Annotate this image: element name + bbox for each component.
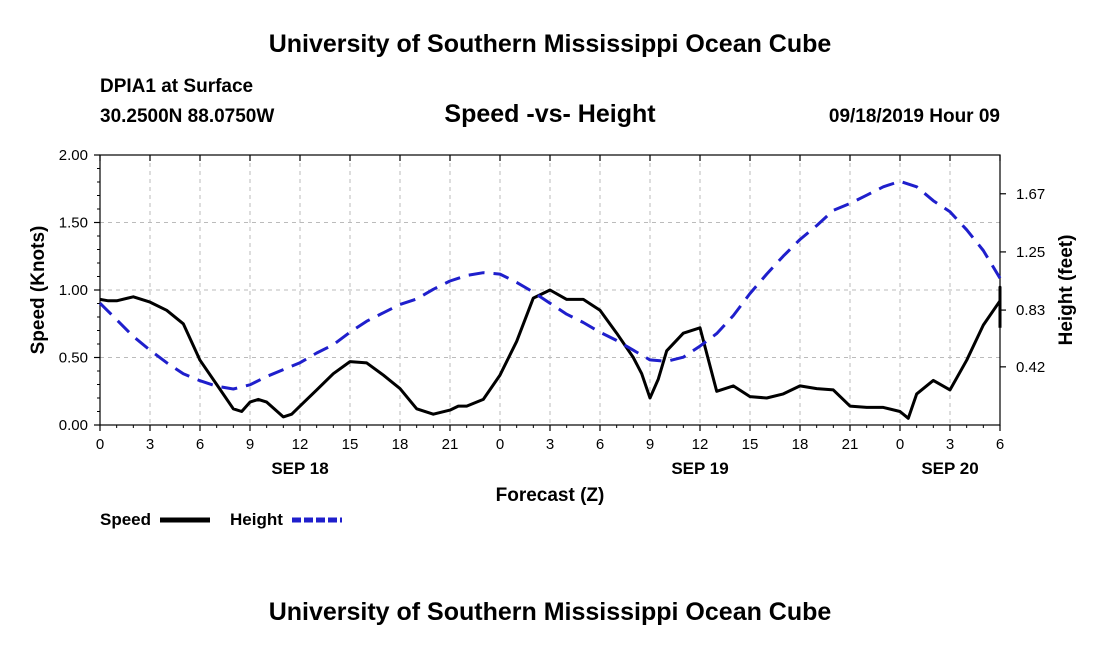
chart-title: Speed -vs- Height <box>444 100 656 128</box>
x-tick-label: 9 <box>246 436 254 453</box>
page-title: University of Southern Mississippi Ocean… <box>268 30 832 58</box>
legend-label-height: Height <box>230 510 283 529</box>
speed-series-line <box>99 285 1002 420</box>
coordinates-label: 30.2500N 88.0750W <box>100 106 275 127</box>
day-label: SEP 20 <box>921 459 978 478</box>
x-tick-label: 21 <box>442 436 459 453</box>
footer-title: University of Southern Mississippi Ocean… <box>268 598 832 626</box>
x-tick-label: 6 <box>596 436 604 453</box>
x-tick-label: 12 <box>292 436 309 453</box>
day-label: SEP 19 <box>671 459 728 478</box>
x-tick-label: 3 <box>546 436 554 453</box>
x-tick-label: 3 <box>946 436 954 453</box>
y2-tick-label: 1.67 <box>1016 186 1045 203</box>
x-tick-label: 15 <box>742 436 759 453</box>
x-tick-label: 0 <box>96 436 104 453</box>
y2-tick-label: 0.42 <box>1016 359 1045 376</box>
y-tick-label: 0.50 <box>59 350 88 367</box>
y-tick-label: 1.00 <box>59 282 88 299</box>
x-tick-label: 6 <box>196 436 204 453</box>
x-tick-label: 0 <box>896 436 904 453</box>
x-tick-label: 0 <box>496 436 504 453</box>
legend: Speed Height <box>100 510 342 529</box>
station-label: DPIA1 at Surface <box>100 76 254 97</box>
forecast-timestamp: 09/18/2019 Hour 09 <box>828 106 1000 127</box>
series <box>98 179 1002 420</box>
y2-tick-label: 0.83 <box>1016 302 1045 319</box>
x-tick-label: 6 <box>996 436 1004 453</box>
x-tick-label: 9 <box>646 436 654 453</box>
y2-axis-label: Height (feet) <box>1056 235 1077 346</box>
x-tick-label: 18 <box>392 436 409 453</box>
y-tick-label: 0.00 <box>59 417 88 434</box>
legend-label-speed: Speed <box>100 510 151 529</box>
y2-tick-label: 1.25 <box>1016 244 1045 261</box>
x-axis-label: Forecast (Z) <box>496 485 605 506</box>
axes: 0 3 6 9 12 15 18 21 0 3 6 9 12 15 18 21 0 3 6 SEP 18 SEP 19 S… <box>59 147 1045 478</box>
y-axis-label: Speed (Knots) <box>28 226 49 355</box>
x-tick-label: 21 <box>842 436 859 453</box>
height-series-line <box>98 179 1002 391</box>
x-tick-label: 15 <box>342 436 359 453</box>
y-tick-label: 1.50 <box>59 215 88 232</box>
x-tick-label: 12 <box>692 436 709 453</box>
x-tick-label: 3 <box>146 436 154 453</box>
y-tick-label: 2.00 <box>59 147 88 164</box>
grid <box>100 155 1000 425</box>
day-label: SEP 18 <box>271 459 328 478</box>
x-tick-label: 18 <box>792 436 809 453</box>
